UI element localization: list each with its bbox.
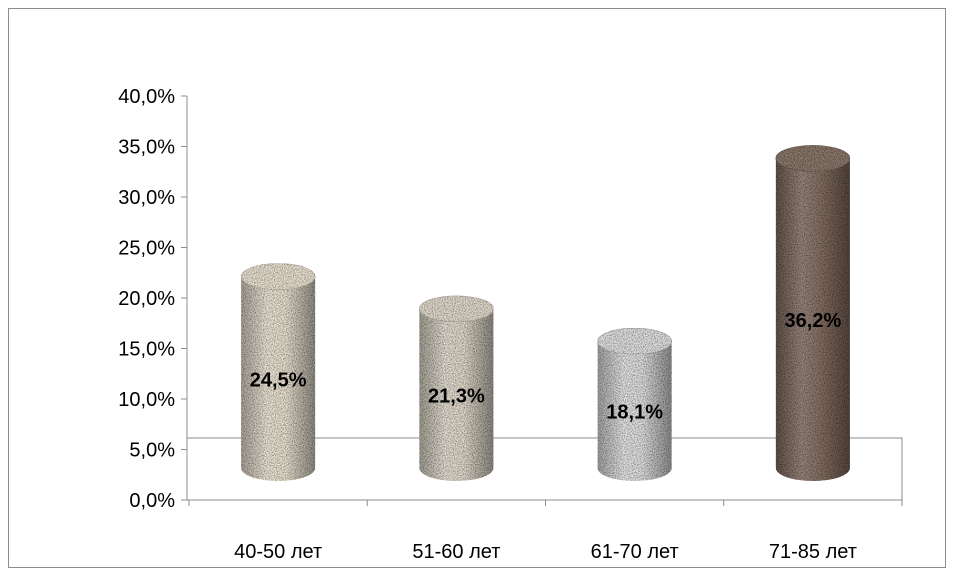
y-tick-label: 25,0% (118, 238, 175, 260)
bars (240, 145, 851, 481)
data-label: 21,3% (428, 385, 485, 407)
y-tick-label: 10,0% (118, 389, 175, 411)
bar-top-cap (419, 295, 494, 323)
y-tick-label: 35,0% (118, 137, 175, 159)
bar-top-cap (775, 145, 851, 172)
y-tick-label: 0,0% (129, 490, 175, 512)
bar-top-cap (240, 263, 316, 290)
data-label: 36,2% (785, 310, 842, 332)
data-label: 24,5% (250, 369, 307, 391)
bar-cylinder (597, 327, 672, 481)
labels: 24,5% 40-50 лет 21,3% 51-60 лет 18,1% 61-70 л… (234, 310, 857, 563)
bar-cylinder (419, 295, 494, 481)
x-category-label: 61-70 лет (591, 541, 679, 563)
x-category-label: 51-60 лет (412, 541, 500, 563)
y-tick-label: 40,0% (118, 86, 175, 108)
bar-body (419, 308, 494, 481)
x-category-label: 71-85 лет (769, 541, 857, 563)
data-label: 18,1% (606, 402, 663, 424)
bar-cylinder (775, 145, 851, 481)
bar-cylinder (240, 263, 316, 481)
y-tick-label: 5,0% (129, 440, 175, 462)
axes: 0,0% 5,0% 10,0% 15,0% 20,0% 25,0% 30,0% 35,0% 40… (118, 86, 903, 512)
y-tick-label: 20,0% (118, 288, 175, 310)
x-category-label: 40-50 лет (234, 541, 322, 563)
y-tick-label: 15,0% (118, 339, 175, 361)
bar-body (241, 276, 316, 481)
bar-top-cap (597, 327, 672, 355)
bar-body (597, 341, 672, 481)
bar-body (775, 158, 850, 481)
y-tick-label: 30,0% (118, 187, 175, 209)
